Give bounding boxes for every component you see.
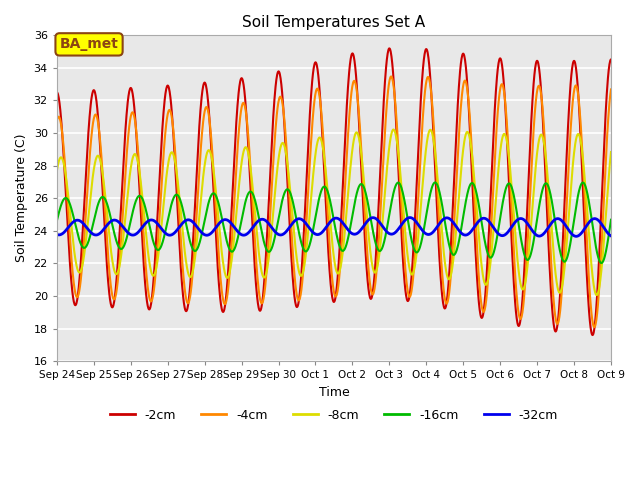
-4cm bbox=[387, 73, 395, 79]
Line: -2cm: -2cm bbox=[57, 48, 611, 335]
-16cm bbox=[163, 223, 170, 228]
-32cm bbox=[541, 228, 549, 234]
-32cm bbox=[176, 223, 184, 229]
Title: Soil Temperatures Set A: Soil Temperatures Set A bbox=[243, 15, 426, 30]
-2cm bbox=[176, 253, 184, 259]
-16cm bbox=[607, 217, 615, 223]
-4cm bbox=[607, 86, 615, 92]
-32cm bbox=[53, 231, 61, 237]
-2cm bbox=[238, 76, 246, 82]
-32cm bbox=[406, 215, 414, 220]
Line: -16cm: -16cm bbox=[57, 182, 611, 263]
-16cm bbox=[431, 180, 439, 185]
-4cm bbox=[420, 96, 428, 102]
X-axis label: Time: Time bbox=[319, 386, 349, 399]
-4cm bbox=[493, 125, 500, 131]
-2cm bbox=[420, 54, 428, 60]
-4cm bbox=[163, 118, 170, 124]
Text: BA_met: BA_met bbox=[60, 37, 118, 51]
-32cm bbox=[607, 233, 615, 239]
-8cm bbox=[541, 152, 549, 157]
Legend: -2cm, -4cm, -8cm, -16cm, -32cm: -2cm, -4cm, -8cm, -16cm, -32cm bbox=[105, 404, 563, 427]
Line: -8cm: -8cm bbox=[57, 130, 611, 295]
Line: -4cm: -4cm bbox=[57, 76, 611, 327]
-4cm bbox=[238, 102, 246, 108]
-4cm bbox=[176, 226, 184, 232]
-2cm bbox=[53, 89, 61, 95]
-2cm bbox=[607, 57, 615, 62]
-32cm bbox=[493, 229, 500, 235]
-4cm bbox=[591, 324, 598, 330]
-8cm bbox=[53, 168, 61, 174]
-32cm bbox=[238, 232, 246, 238]
-4cm bbox=[53, 118, 61, 124]
Y-axis label: Soil Temperature (C): Soil Temperature (C) bbox=[15, 134, 28, 263]
-2cm bbox=[589, 332, 596, 338]
-8cm bbox=[176, 201, 184, 207]
-16cm bbox=[598, 260, 605, 266]
-8cm bbox=[420, 163, 428, 169]
-16cm bbox=[176, 197, 184, 203]
-16cm bbox=[53, 218, 61, 224]
-2cm bbox=[163, 84, 170, 90]
-8cm bbox=[593, 292, 600, 298]
-4cm bbox=[541, 151, 549, 157]
-8cm bbox=[163, 172, 170, 178]
-8cm bbox=[607, 149, 615, 155]
-2cm bbox=[493, 78, 500, 84]
-32cm bbox=[163, 231, 170, 237]
-16cm bbox=[420, 227, 428, 232]
-8cm bbox=[493, 187, 500, 192]
-32cm bbox=[420, 229, 428, 235]
-8cm bbox=[390, 127, 397, 132]
Line: -32cm: -32cm bbox=[57, 217, 611, 236]
-16cm bbox=[238, 214, 246, 220]
-8cm bbox=[238, 156, 246, 162]
-32cm bbox=[573, 233, 580, 239]
-16cm bbox=[493, 237, 500, 242]
-2cm bbox=[385, 46, 393, 51]
-16cm bbox=[541, 180, 549, 186]
-2cm bbox=[541, 174, 549, 180]
